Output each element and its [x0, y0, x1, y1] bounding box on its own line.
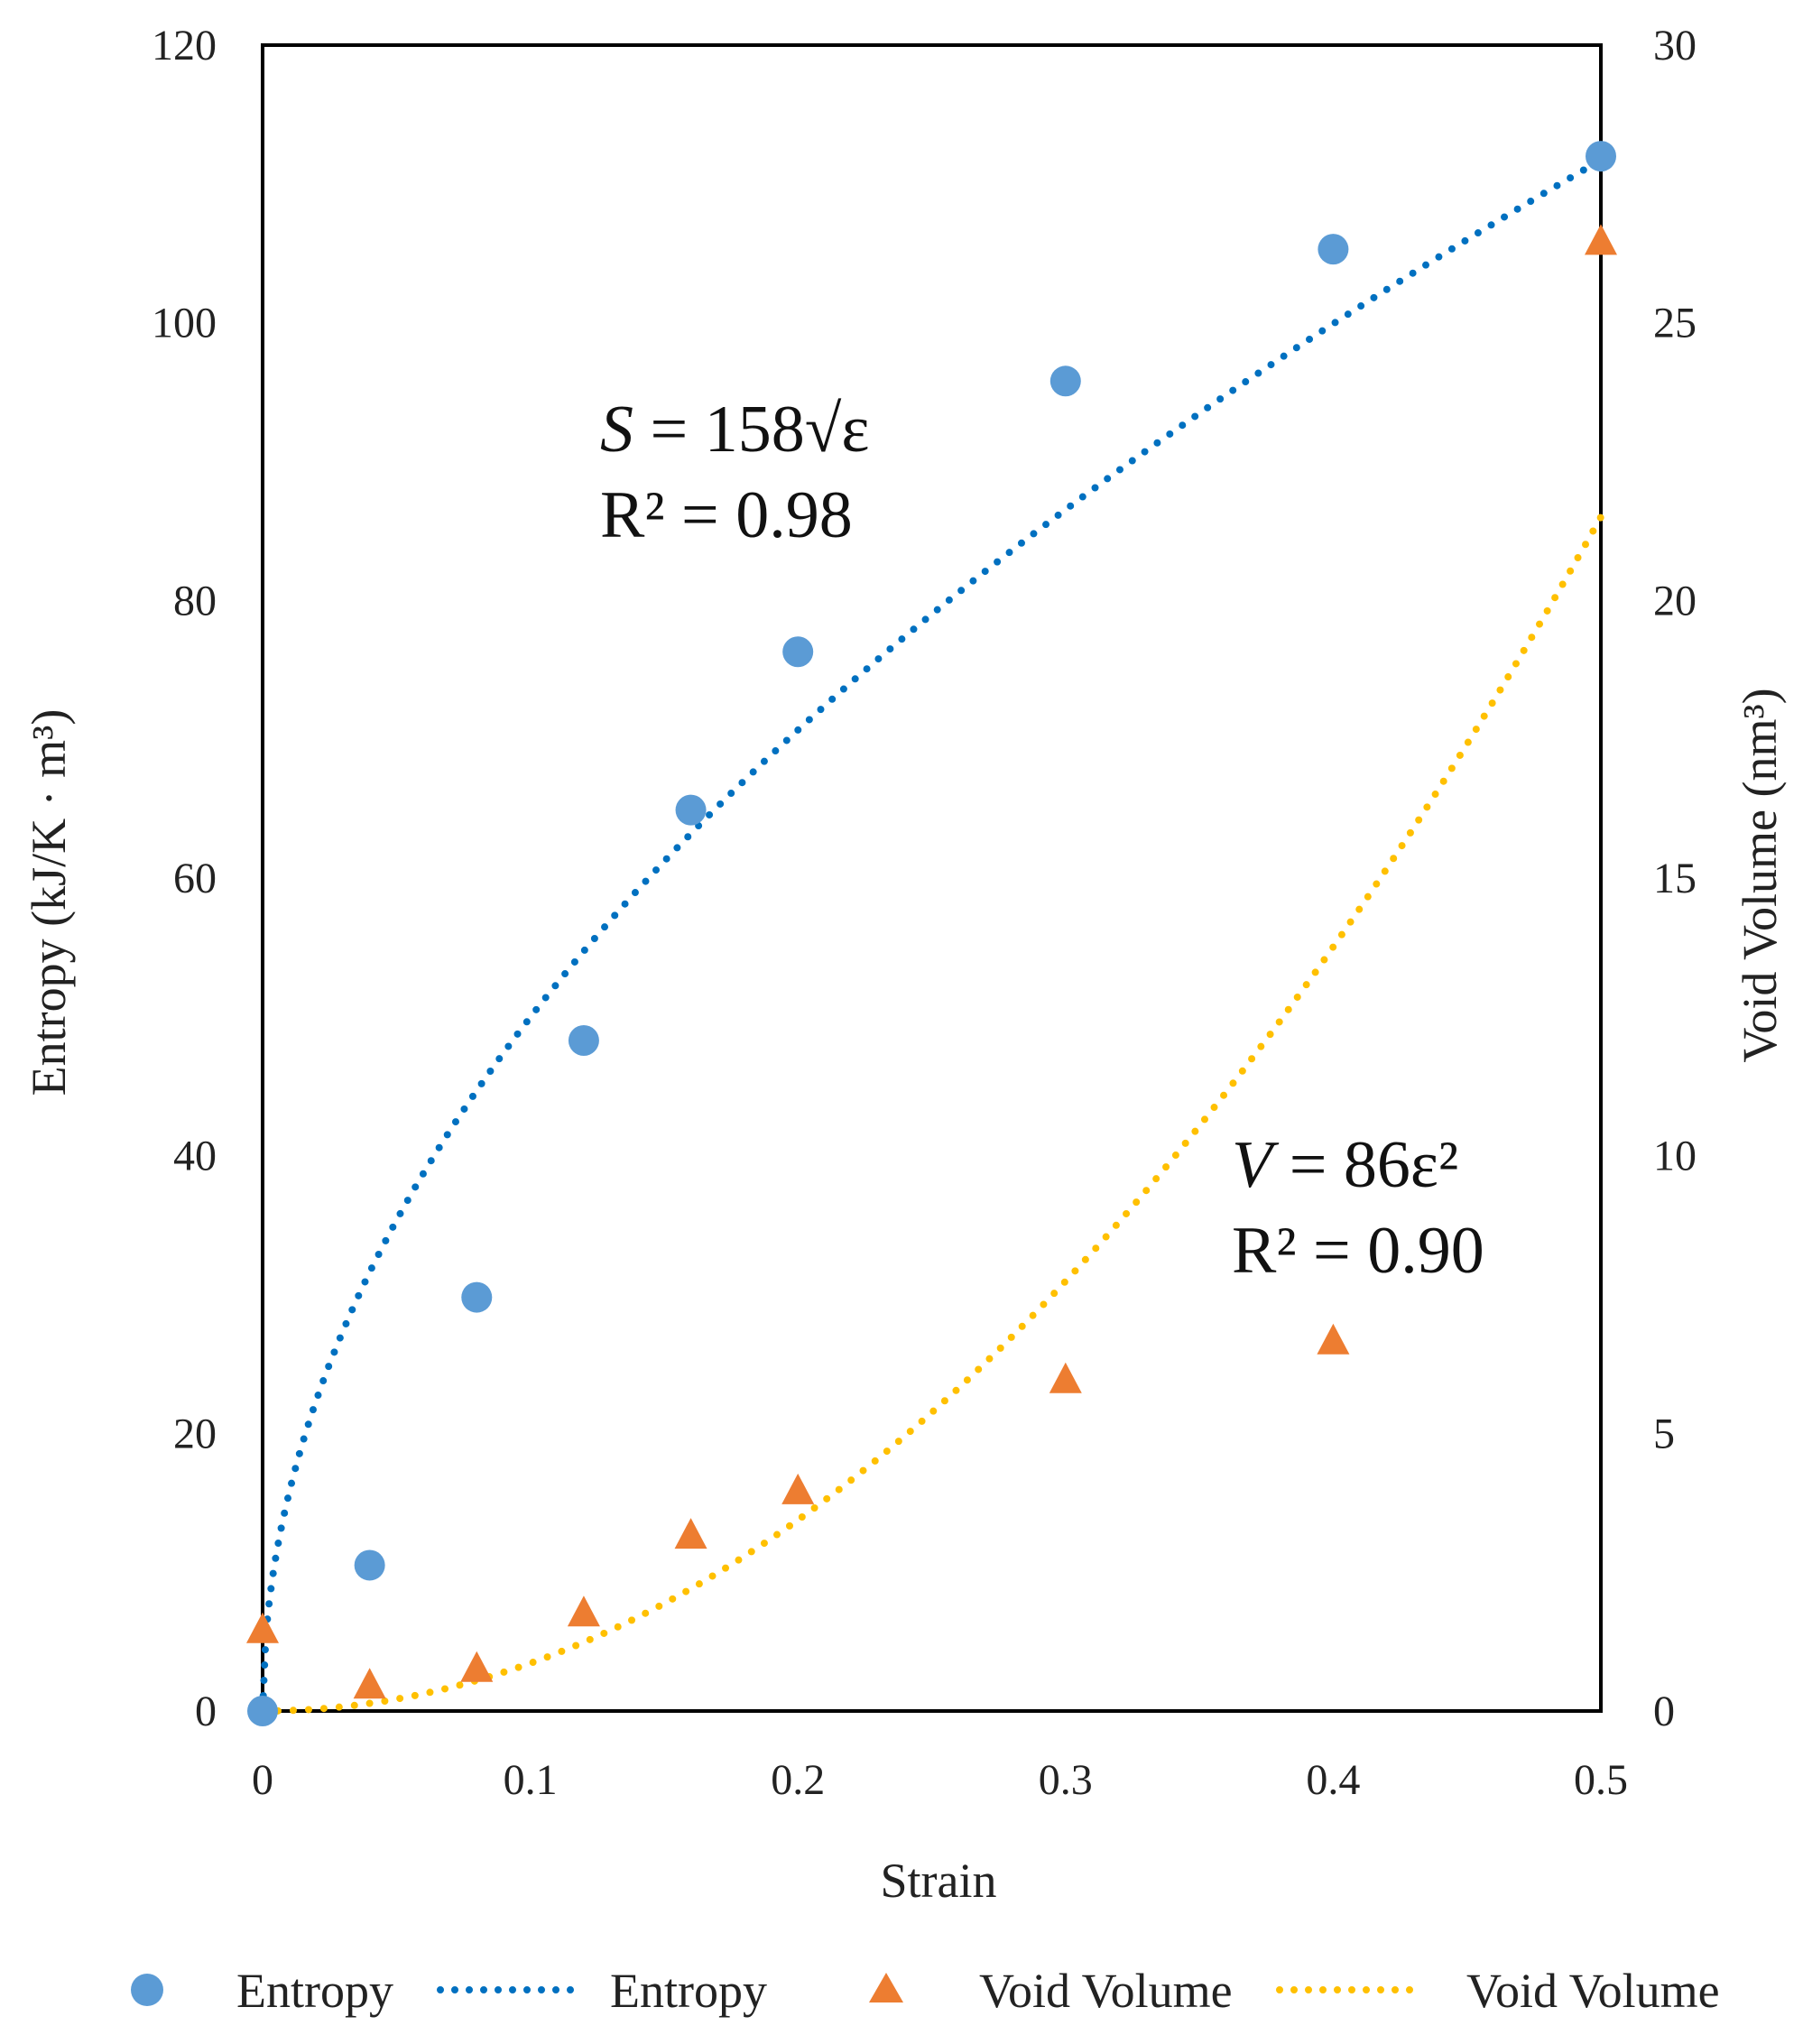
entropy-equation: S = 158√ε: [600, 393, 869, 467]
void-volume-point: [460, 1651, 494, 1682]
entropy-point: [1318, 234, 1349, 265]
right-y-tick-label: 5: [1653, 1410, 1675, 1457]
void-volume-trendline: [259, 513, 1604, 1715]
entropy-markers: [247, 141, 1616, 1726]
void-volume-equation-body: = 86ε²: [1272, 1128, 1458, 1202]
void-volume-point: [1049, 1362, 1082, 1393]
void-volume-markers: [246, 224, 1617, 1699]
legend-entropy-marker: [131, 1974, 163, 2006]
legend: Entropy Entropy Void Volume Void Volume: [131, 1964, 1720, 2018]
x-tick-label: 0.3: [1039, 1756, 1093, 1804]
legend-entropy-marker-label: Entropy: [236, 1964, 393, 2018]
x-tick-label: 0.4: [1306, 1756, 1360, 1804]
entropy-point: [247, 1696, 278, 1726]
x-axis-title: Strain: [881, 1854, 997, 1908]
left-y-tick-label: 40: [173, 1133, 217, 1180]
right-y-tick-label: 15: [1653, 855, 1697, 902]
entropy-r2: R² = 0.98: [600, 478, 853, 552]
left-y-tick-label: 0: [195, 1688, 217, 1735]
void-volume-point: [781, 1473, 815, 1504]
void-volume-equation-symbol: V: [1232, 1128, 1280, 1202]
entropy-equation-symbol: S: [600, 393, 633, 467]
right-y-axis-ticks: 0 5 10 15 20 25 30: [1653, 22, 1697, 1735]
x-tick-label: 0.1: [504, 1756, 558, 1804]
plot-area: [261, 43, 1603, 1713]
x-axis-ticks: 0 0.1 0.2 0.3 0.4 0.5: [252, 1756, 1628, 1804]
left-y-tick-label: 20: [173, 1410, 217, 1457]
entropy-point: [568, 1024, 599, 1056]
legend-void-volume-trendline-label: Void Volume: [1466, 1964, 1720, 2018]
left-y-tick-label: 60: [173, 855, 217, 902]
legend-void-volume-marker: [869, 1973, 903, 2002]
x-tick-label: 0.2: [771, 1756, 825, 1804]
void-volume-point: [1585, 224, 1617, 255]
void-volume-point: [1317, 1323, 1350, 1355]
void-volume-point: [246, 1612, 279, 1643]
entropy-point: [1586, 141, 1616, 172]
right-y-tick-label: 0: [1653, 1688, 1675, 1735]
right-y-tick-label: 20: [1653, 577, 1697, 624]
right-y-axis-title: Void Volume (nm³): [1733, 688, 1787, 1062]
left-y-axis-ticks: 0 20 40 60 80 100 120: [152, 22, 217, 1735]
entropy-point: [461, 1281, 493, 1313]
void-volume-point: [353, 1668, 386, 1699]
void-volume-trend-curve: [259, 513, 1604, 1715]
left-y-tick-label: 120: [152, 22, 217, 69]
void-volume-point: [567, 1595, 600, 1627]
legend-entropy-trendline-label: Entropy: [610, 1964, 767, 2018]
void-volume-equation: V = 86ε²: [1232, 1128, 1458, 1202]
x-tick-label: 0.5: [1574, 1756, 1628, 1804]
entropy-point: [675, 794, 707, 826]
right-y-tick-label: 10: [1653, 1133, 1697, 1180]
entropy-point: [354, 1549, 385, 1581]
void-volume-point: [674, 1518, 707, 1549]
right-y-tick-label: 30: [1653, 22, 1697, 69]
legend-void-volume-marker-label: Void Volume: [979, 1964, 1233, 2018]
entropy-point: [782, 636, 814, 668]
left-y-tick-label: 100: [152, 300, 217, 347]
right-y-tick-label: 25: [1653, 300, 1697, 347]
entropy-point: [1049, 365, 1081, 397]
left-y-axis-title: Entropy (kJ/K · m³): [22, 709, 76, 1096]
x-tick-label: 0: [252, 1756, 273, 1804]
void-volume-r2: R² = 0.90: [1232, 1214, 1484, 1288]
entropy-equation-body: = 158√ε: [633, 393, 869, 467]
left-y-tick-label: 80: [173, 577, 217, 624]
